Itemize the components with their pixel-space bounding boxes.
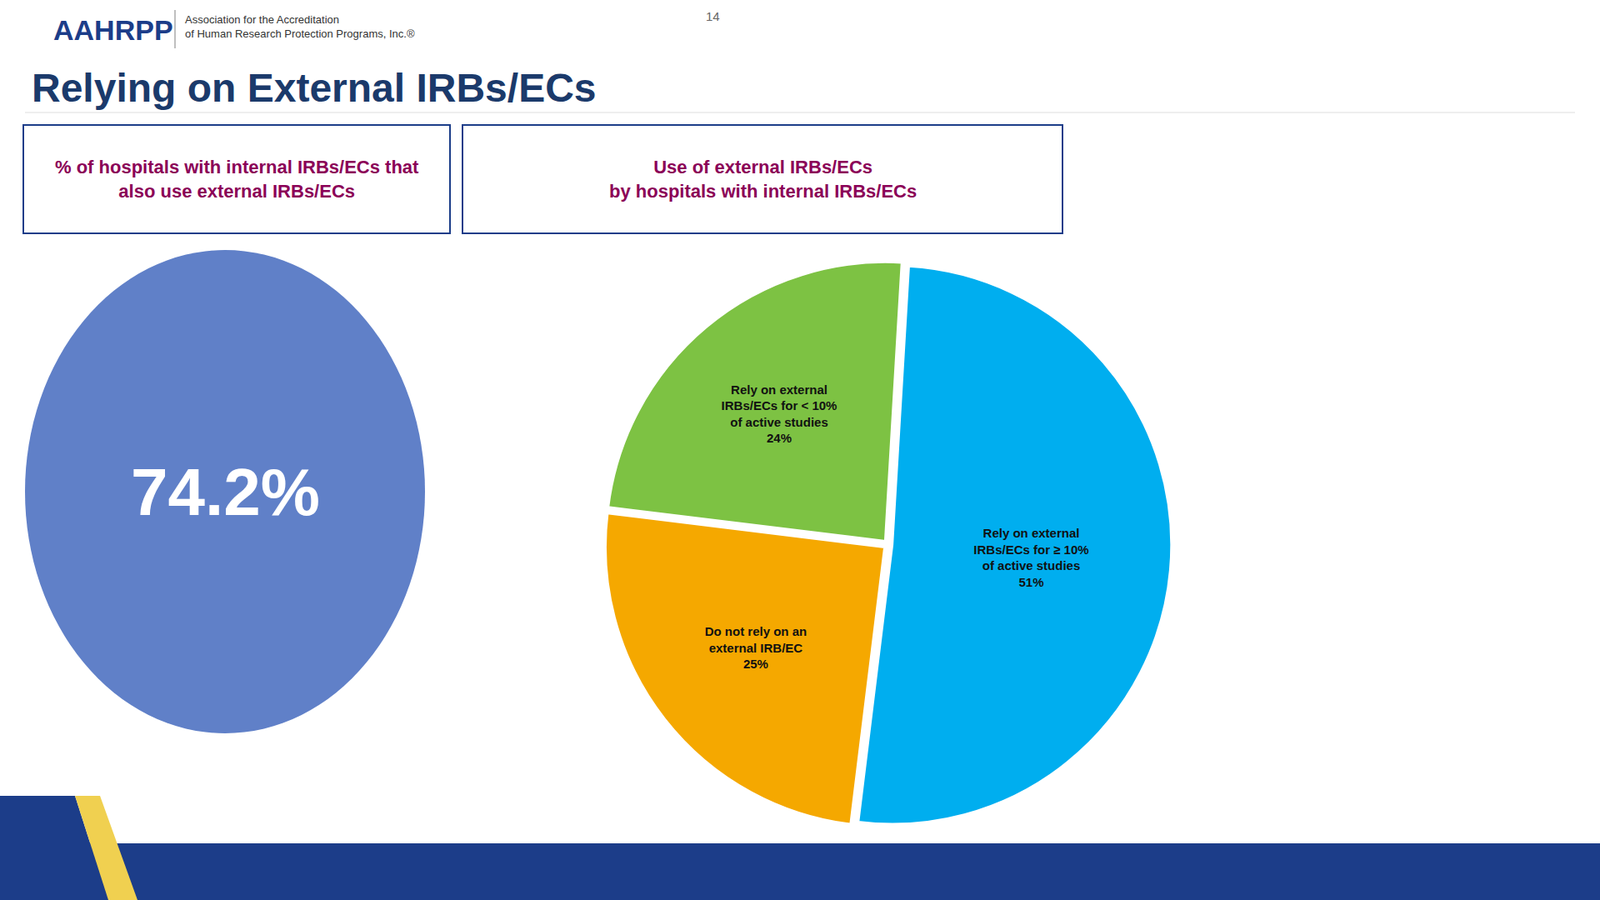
svg-text:% of hospitals with internal I: % of hospitals with internal IRBs/ECs th… xyxy=(55,156,420,202)
svg-text:Association for the Accreditat: Association for the Accreditationof Huma… xyxy=(185,13,415,40)
svg-text:Relying on External IRBs/ECs: Relying on External IRBs/ECs xyxy=(31,65,597,110)
svg-text:AAHRPP: AAHRPP xyxy=(53,14,174,46)
svg-text:Use of external IRBs/ECsby hos: Use of external IRBs/ECsby hospitals wit… xyxy=(609,156,917,202)
svg-text:Rely on externalIRBs/ECs for <: Rely on externalIRBs/ECs for < 10%of act… xyxy=(721,382,838,445)
svg-text:14: 14 xyxy=(705,9,720,24)
svg-text:Rely on externalIRBs/ECs for ≥: Rely on externalIRBs/ECs for ≥ 10%of act… xyxy=(973,525,1089,590)
svg-text:74.2%: 74.2% xyxy=(130,455,320,530)
svg-text:Do not rely on anexternal IRB/: Do not rely on anexternal IRB/EC25% xyxy=(705,624,808,671)
